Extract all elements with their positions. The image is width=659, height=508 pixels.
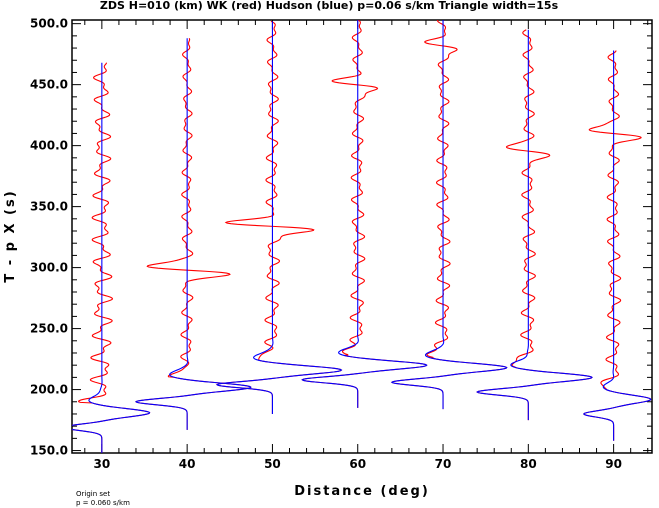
x-tick-label: 60 <box>349 457 366 471</box>
x-tick-label: 50 <box>264 457 281 471</box>
plot-frame <box>71 19 653 454</box>
y-tick-label: 500.0 <box>30 17 68 31</box>
y-tick-label: 250.0 <box>30 322 68 336</box>
trace-hudson-blue <box>215 21 343 414</box>
x-tick-label: 90 <box>605 457 622 471</box>
trace-hudson-blue <box>390 20 508 410</box>
trace-wk-red <box>215 20 343 414</box>
y-tick-label: 300.0 <box>30 261 68 275</box>
trace-wk-red <box>134 38 252 430</box>
footer-ray-parameter-note: p = 0.060 s/km <box>76 499 130 507</box>
y-tick-label: 200.0 <box>30 383 68 397</box>
trace-hudson-blue <box>583 50 652 441</box>
trace-wk-red <box>390 20 508 410</box>
y-tick-label: 450.0 <box>30 78 68 92</box>
x-tick-label: 70 <box>435 457 452 471</box>
trace-hudson-blue <box>72 62 151 453</box>
trace-wk-red <box>476 29 593 421</box>
trace-hudson-blue <box>301 20 428 408</box>
trace-hudson-blue <box>476 29 593 421</box>
traces <box>72 20 652 453</box>
trace-wk-red <box>301 20 428 408</box>
axis-ticks: 30 40 50 60 70 80 90 150.0 200.0 250.0 300.0 350.0 4… <box>30 17 652 471</box>
y-tick-label: 400.0 <box>30 139 68 153</box>
footer-origin-note: Origin set <box>76 490 110 498</box>
trace-wk-red <box>72 62 151 453</box>
x-tick-label: 30 <box>94 457 111 471</box>
y-tick-label: 350.0 <box>30 200 68 214</box>
y-tick-label: 150.0 <box>30 444 68 458</box>
chart-title: ZDS H=010 (km) WK (red) Hudson (blue) p=… <box>100 0 559 12</box>
trace-wk-red <box>583 50 652 441</box>
y-axis-title: T - p X (s) <box>3 189 18 282</box>
trace-hudson-blue <box>134 38 252 430</box>
x-tick-label: 40 <box>179 457 196 471</box>
x-axis-title: Distance (deg) <box>294 484 430 499</box>
x-tick-label: 80 <box>520 457 537 471</box>
